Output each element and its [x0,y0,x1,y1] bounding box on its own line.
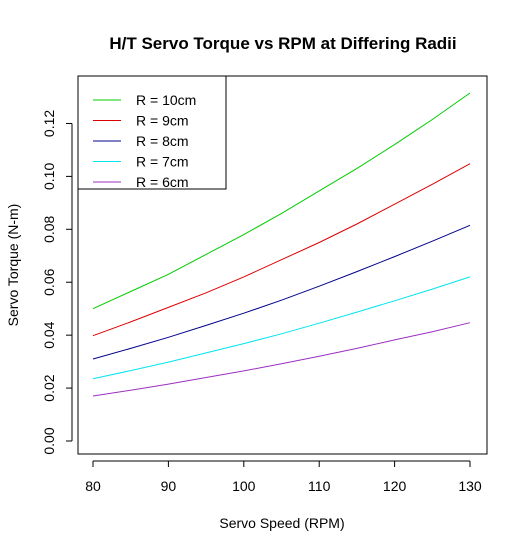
series-line [92,224,471,360]
series-line [92,276,471,380]
y-tick-label: 0.10 [41,163,57,190]
x-tick-label: 130 [458,478,482,494]
legend-label: R = 9cm [136,113,189,129]
legend-label: R = 10cm [136,92,196,108]
legend-box [77,75,227,190]
y-axis: 0.00 0.02 0.04 0.06 0.08 0.10 0.12 [41,110,73,455]
y-tick-label: 0.08 [41,215,57,242]
x-axis-label: Servo Speed (RPM) [219,515,344,531]
y-tick-label: 0.02 [41,374,57,401]
y-tick-label: 0.00 [41,427,57,454]
plot-frame [77,75,488,455]
x-tick-label: 100 [232,478,256,494]
chart-title: H/T Servo Torque vs RPM at Differing Rad… [109,34,456,53]
x-tick-label: 120 [383,478,407,494]
y-axis-label: Servo Torque (N-m) [5,204,21,327]
x-tick-label: 80 [85,478,101,494]
legend-label: R = 8cm [136,133,189,149]
series-line [92,322,471,397]
y-tick-label: 0.06 [41,268,57,295]
series-line [92,92,471,310]
legend-label: R = 7cm [136,154,189,170]
y-tick-label: 0.04 [41,321,57,348]
x-tick-label: 110 [308,478,331,494]
legend: R = 10cm R = 9cm R = 8cm R = 7cm R = 6cm [77,75,227,190]
series-lines [92,92,471,397]
y-tick-label: 0.12 [41,110,57,137]
x-axis: 80 90 100 110 120 130 [85,460,482,494]
legend-label: R = 6cm [136,174,189,190]
series-line [92,163,471,337]
x-tick-label: 90 [161,478,177,494]
